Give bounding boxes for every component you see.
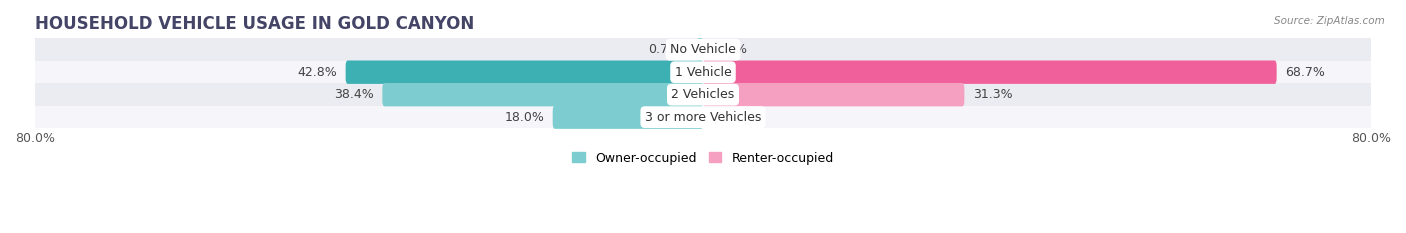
FancyBboxPatch shape [35, 38, 1371, 61]
Legend: Owner-occupied, Renter-occupied: Owner-occupied, Renter-occupied [572, 152, 834, 165]
FancyBboxPatch shape [346, 61, 703, 84]
Text: 42.8%: 42.8% [298, 66, 337, 79]
FancyBboxPatch shape [35, 83, 1371, 106]
Text: 2 Vehicles: 2 Vehicles [672, 88, 734, 101]
FancyBboxPatch shape [382, 83, 703, 106]
Text: No Vehicle: No Vehicle [671, 43, 735, 56]
FancyBboxPatch shape [35, 61, 1371, 83]
Text: 38.4%: 38.4% [335, 88, 374, 101]
Text: 1 Vehicle: 1 Vehicle [675, 66, 731, 79]
FancyBboxPatch shape [35, 106, 1371, 128]
Text: 0.78%: 0.78% [648, 43, 688, 56]
FancyBboxPatch shape [703, 83, 965, 106]
Text: 0.0%: 0.0% [716, 43, 748, 56]
Text: HOUSEHOLD VEHICLE USAGE IN GOLD CANYON: HOUSEHOLD VEHICLE USAGE IN GOLD CANYON [35, 15, 474, 33]
FancyBboxPatch shape [703, 61, 1277, 84]
Text: 68.7%: 68.7% [1285, 66, 1324, 79]
Text: 0.0%: 0.0% [716, 111, 748, 124]
Text: Source: ZipAtlas.com: Source: ZipAtlas.com [1274, 16, 1385, 26]
FancyBboxPatch shape [553, 106, 703, 129]
FancyBboxPatch shape [696, 38, 703, 62]
Text: 3 or more Vehicles: 3 or more Vehicles [645, 111, 761, 124]
Text: 31.3%: 31.3% [973, 88, 1012, 101]
Text: 18.0%: 18.0% [505, 111, 544, 124]
